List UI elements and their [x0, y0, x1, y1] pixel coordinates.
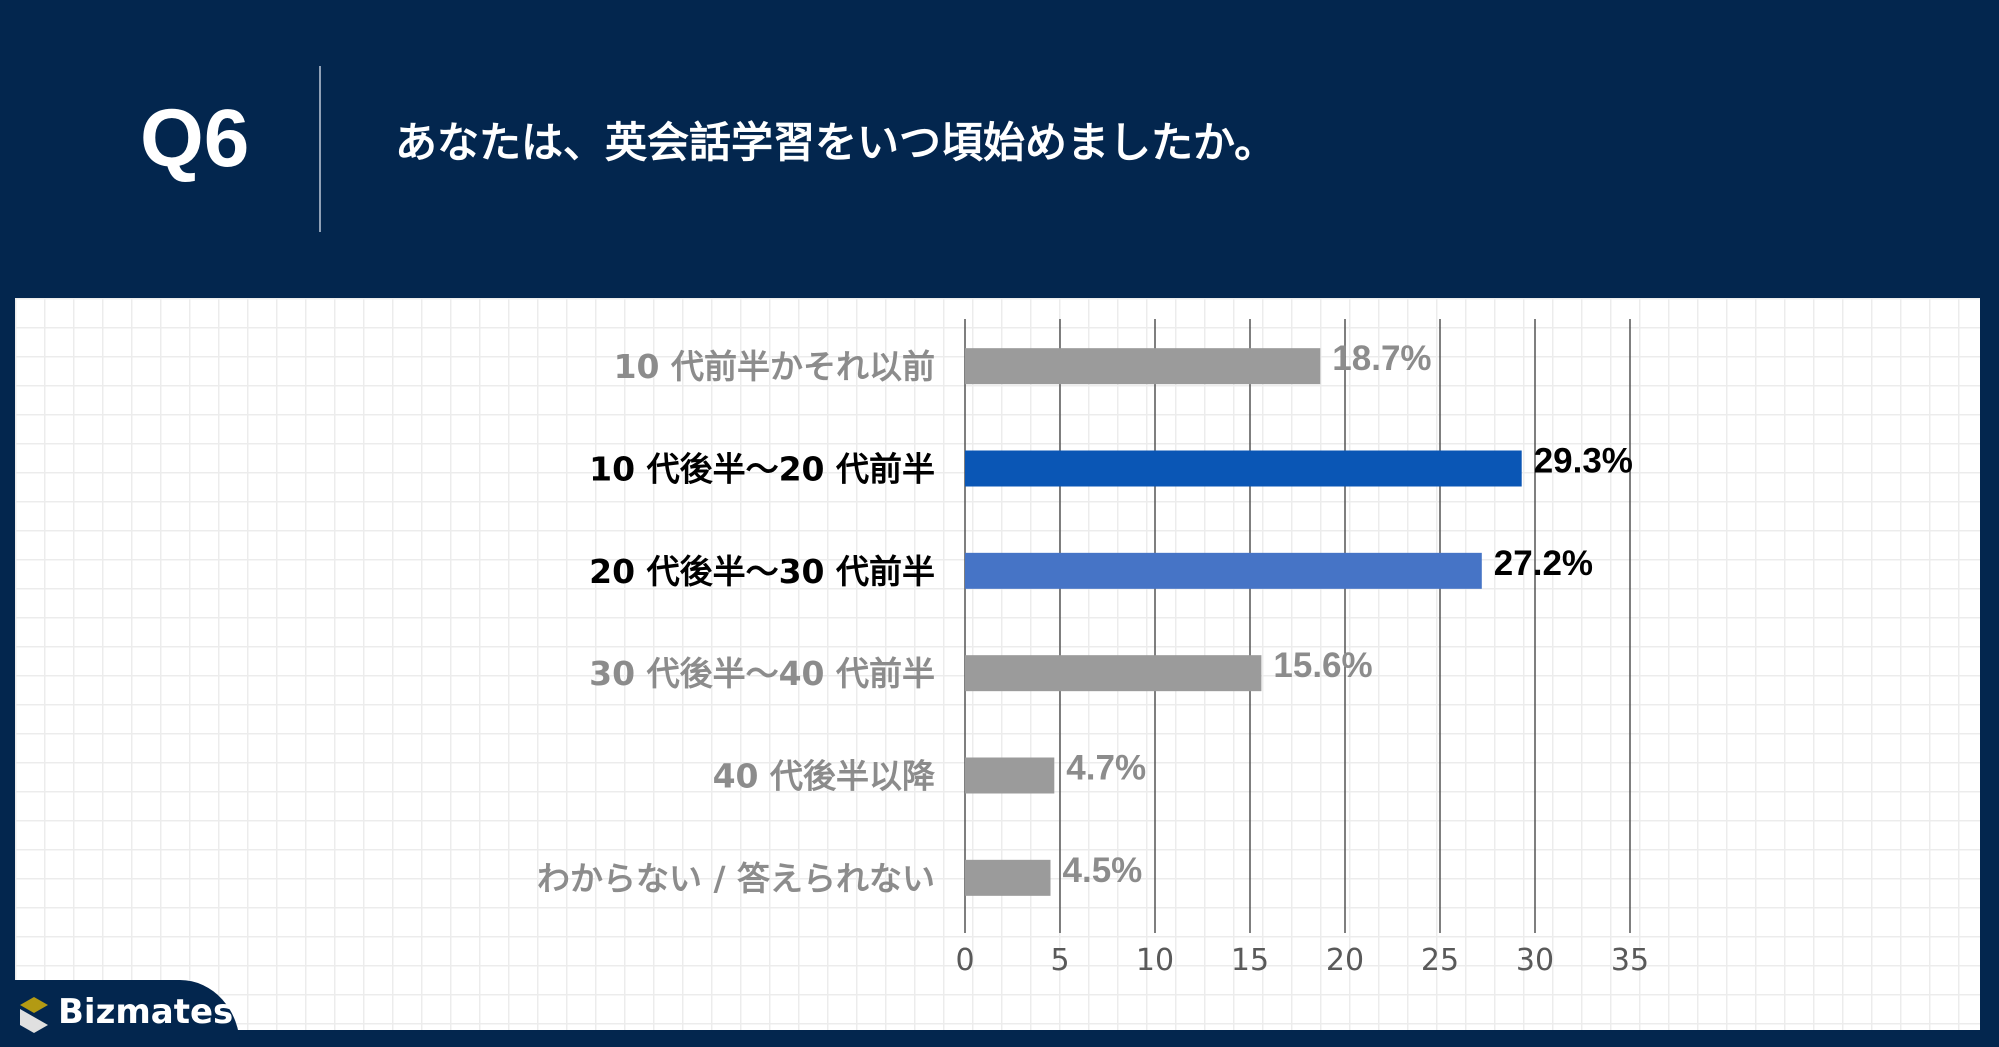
x-tick-label: 30 [1516, 943, 1554, 978]
bar [965, 348, 1321, 385]
x-tick-label: 15 [1231, 943, 1269, 978]
data-label: 27.2% [1494, 544, 1593, 583]
logo-tab [0, 980, 240, 1047]
x-tick-label: 0 [955, 943, 974, 978]
category-label: 10 代前半かそれ以前 [614, 347, 935, 386]
category-label: 10 代後半〜20 代前半 [589, 450, 935, 489]
data-label: 4.7% [1066, 749, 1146, 788]
x-tick-label: 10 [1136, 943, 1174, 978]
bar [965, 655, 1262, 692]
brand-name: Bizmates [58, 992, 234, 1032]
data-label: 4.5% [1063, 851, 1143, 890]
category-label: 40 代後半以降 [713, 757, 936, 796]
header-divider [319, 66, 321, 232]
data-label: 18.7% [1332, 339, 1431, 378]
bar [965, 859, 1051, 896]
x-tick-label: 25 [1421, 943, 1459, 978]
x-tick-label: 35 [1611, 943, 1649, 978]
bar [965, 757, 1055, 794]
chart-panel [15, 298, 1980, 1030]
x-tick-label: 5 [1050, 943, 1069, 978]
category-label: 20 代後半〜30 代前半 [589, 552, 935, 591]
x-tick-label: 20 [1326, 943, 1364, 978]
data-label: 15.6% [1273, 646, 1372, 685]
question-number: Q6 [140, 93, 250, 184]
bar [965, 552, 1482, 589]
bar [965, 450, 1522, 487]
category-label: 30 代後半〜40 代前半 [589, 654, 935, 693]
question-title: あなたは、英会話学習をいつ頃始めましたか。 [395, 118, 1277, 167]
category-label: わからない / 答えられない [537, 859, 935, 898]
bizmates-logo-icon [20, 997, 48, 1033]
data-label: 29.3% [1534, 442, 1633, 481]
